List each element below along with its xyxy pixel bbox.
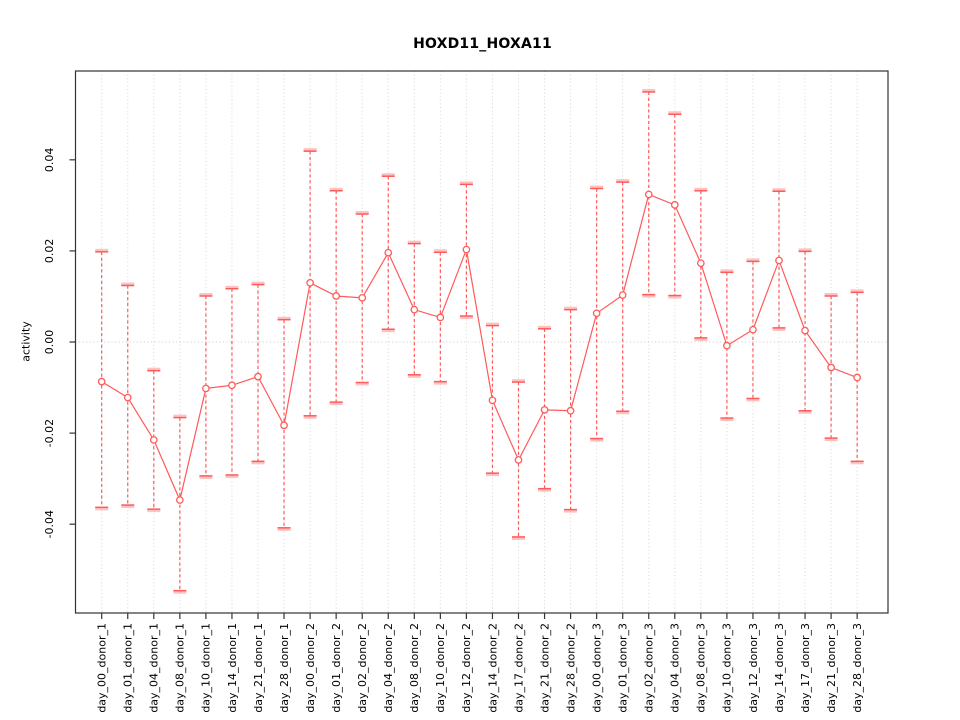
x-tick-label: day_00_donor_2: [304, 623, 317, 713]
x-tick-label: day_21_donor_2: [538, 623, 551, 713]
data-point-marker: [566, 406, 575, 415]
data-point-marker: [618, 291, 627, 299]
x-tick-label: day_00_donor_1: [96, 623, 109, 713]
data-point-marker: [123, 393, 132, 402]
x-tick-label: day_01_donor_3: [617, 623, 630, 713]
data-point-marker: [514, 456, 523, 464]
data-point-marker: [149, 436, 158, 444]
data-point-marker: [540, 406, 549, 414]
series-line: [101, 193, 858, 502]
data-point-marker: [384, 248, 393, 257]
data-point-marker: [306, 278, 314, 287]
data-point-marker: [592, 309, 601, 318]
x-tick-label: day_01_donor_1: [122, 623, 135, 713]
x-tick-label: day_08_donor_3: [695, 623, 708, 713]
x-tick-label: day_04_donor_1: [148, 623, 161, 713]
x-tick-label: day_02_donor_2: [356, 623, 369, 713]
data-point-marker: [176, 496, 184, 504]
x-tick-label: day_28_donor_3: [851, 623, 864, 713]
x-tick-label: day_17_donor_2: [512, 623, 525, 713]
x-tick-label: day_01_donor_2: [330, 623, 343, 713]
data-point-marker: [228, 381, 236, 390]
data-point-marker: [670, 201, 679, 209]
x-tick-label: day_10_donor_1: [200, 623, 213, 713]
x-tick-label: day_10_donor_2: [434, 623, 447, 713]
y-tick-label: 0.04: [43, 148, 56, 173]
data-point-marker: [254, 372, 262, 381]
x-tick-label: day_08_donor_2: [408, 623, 421, 713]
x-tick-label: day_14_donor_3: [773, 623, 786, 713]
data-point-marker: [488, 396, 497, 405]
x-tick-label: day_04_donor_2: [382, 623, 395, 713]
data-point-marker: [436, 313, 445, 322]
data-point-marker: [332, 292, 340, 300]
data-point-marker: [775, 256, 783, 265]
chart-title: HOXD11_HOXA11: [413, 36, 552, 52]
data-point-marker: [462, 245, 471, 254]
data-point-marker: [97, 377, 106, 386]
data-point-marker: [696, 259, 705, 268]
data-point-marker: [853, 373, 862, 382]
x-tick-label: day_12_donor_3: [747, 623, 760, 713]
data-point-marker: [801, 326, 809, 335]
y-tick-label: 0.02: [43, 239, 56, 264]
x-tick-label: day_00_donor_3: [591, 623, 604, 713]
y-tick-label: -0.02: [43, 419, 56, 447]
data-point-marker: [644, 190, 653, 199]
data-point-marker: [202, 384, 210, 393]
x-tick-label: day_21_donor_3: [825, 623, 838, 713]
data-point-marker: [749, 325, 757, 334]
x-tick-label: day_14_donor_1: [226, 623, 239, 713]
data-point-marker: [723, 341, 731, 350]
x-tick-label: day_12_donor_2: [460, 623, 473, 713]
data-point-marker: [827, 363, 835, 372]
x-tick-label: day_17_donor_3: [799, 623, 812, 713]
x-tick-label: day_14_donor_2: [486, 623, 499, 713]
x-tick-label: day_28_donor_2: [564, 623, 577, 713]
x-tick-label: day_04_donor_3: [669, 623, 682, 713]
x-tick-label: day_28_donor_1: [278, 623, 291, 713]
data-point-marker: [358, 293, 367, 302]
x-tick-label: day_08_donor_1: [174, 623, 187, 713]
y-tick-label: -0.04: [43, 510, 56, 538]
data-point-marker: [280, 421, 288, 430]
plot-border-box: [74, 70, 889, 614]
x-tick-label: day_21_donor_1: [252, 623, 265, 713]
data-point-marker: [410, 305, 419, 314]
x-tick-label: day_02_donor_3: [643, 623, 656, 713]
y-tick-label: 0.00: [43, 330, 56, 355]
x-tick-label: day_10_donor_3: [721, 623, 734, 713]
